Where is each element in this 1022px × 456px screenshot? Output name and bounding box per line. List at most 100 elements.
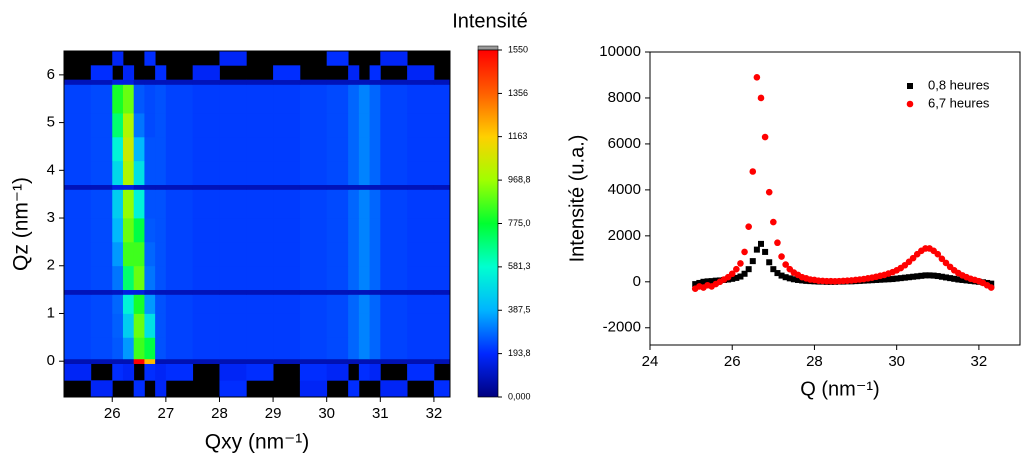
heatmap-cell [326, 160, 349, 186]
x-tick-label: 27 [158, 405, 175, 422]
heatmap-cell [348, 313, 360, 338]
heatmap-cell [273, 241, 301, 267]
heatmap-cell [326, 294, 349, 314]
heatmap-cell [112, 160, 124, 186]
heatmap-cell [369, 358, 381, 364]
heatmap-cell [219, 84, 247, 114]
heatmap-cell [273, 289, 301, 295]
heatmap-cell [165, 289, 194, 295]
x-axis-label: Qxy (nm⁻¹) [205, 431, 309, 454]
heatmap-cell [165, 160, 194, 186]
data-point [737, 273, 744, 280]
x-tick-label: 24 [642, 353, 659, 370]
data-point [926, 272, 933, 279]
heatmap-cell [246, 265, 274, 291]
heatmap-cell [133, 294, 145, 314]
data-point [786, 275, 793, 282]
heatmap-cell [133, 241, 145, 267]
colorbar-tick-label: 1356 [508, 88, 528, 98]
heatmap-cell [348, 113, 360, 138]
heatmap-cell [155, 136, 167, 162]
data-point [774, 239, 781, 247]
heatmap-cell [369, 65, 381, 81]
heatmap-cell [246, 241, 274, 267]
heatmap-cell [380, 265, 408, 291]
heatmap-cell [326, 289, 349, 295]
heatmap-cell [299, 160, 328, 186]
heatmap-cell [433, 113, 451, 138]
heatmap-cell [219, 79, 247, 85]
heatmap-cell [155, 160, 167, 186]
heatmap-cell [122, 363, 135, 381]
heatmap-cell [273, 313, 301, 338]
heatmap-cell [326, 51, 349, 66]
heatmap-cell [64, 265, 92, 291]
data-point [753, 73, 761, 81]
heatmap-cell [155, 189, 167, 219]
heatmap-cell [380, 113, 408, 138]
data-point [758, 240, 764, 247]
heatmap-cell [219, 294, 247, 314]
colorbar-tick-label: 968,8 [508, 174, 531, 184]
heatmap-cell [192, 265, 220, 291]
heatmap-cell [380, 160, 408, 186]
heatmap-cell [380, 184, 408, 190]
heatmap-cell [358, 294, 370, 314]
heatmap-cell [299, 380, 328, 398]
heatmap-cell [246, 218, 274, 243]
heatmap-cell [380, 294, 408, 314]
heatmap-cell [165, 294, 194, 314]
heatmap-cell [326, 218, 349, 243]
heatmap-cell [133, 189, 145, 219]
data-point [757, 94, 765, 102]
heatmap-cell [348, 218, 360, 243]
heatmap-cell [407, 313, 435, 338]
x-tick-label: 26 [104, 405, 121, 422]
heatmap-cell [273, 65, 301, 81]
heatmap-cell [144, 51, 156, 66]
heatmap-cell [144, 136, 156, 162]
heatmap-cell [155, 218, 167, 243]
heatmap-cell [369, 184, 381, 190]
heatmap-cell [144, 265, 156, 291]
heatmap-cell [144, 363, 156, 381]
y-tick-label: 4 [47, 161, 55, 178]
heatmap-cell [369, 313, 381, 338]
heatmap-cell [144, 189, 156, 219]
heatmap-cell [64, 289, 92, 295]
heatmap-cell [122, 241, 135, 267]
data-point [955, 276, 962, 283]
data-point [943, 274, 949, 281]
heatmap-cell [358, 265, 370, 291]
heatmap-cell [407, 337, 435, 360]
y-tick-label: 0 [633, 273, 641, 290]
heatmap-cell [192, 313, 220, 338]
heatmap-cell [299, 265, 328, 291]
heatmap-cell [64, 113, 92, 138]
heatmap-cell [192, 289, 220, 295]
heatmap-cell [133, 289, 145, 295]
heatmap-cell [155, 337, 167, 360]
heatmap-cell [407, 294, 435, 314]
heatmap-cell [192, 113, 220, 138]
heatmap-cell [369, 136, 381, 162]
y-tick-label: 8000 [608, 89, 641, 106]
heatmap-cell [64, 189, 92, 219]
heatmap-cell [144, 79, 156, 85]
heatmap-cell [358, 241, 370, 267]
colorbar-tick-label: 775,0 [508, 218, 531, 228]
heatmap-cell [155, 184, 167, 190]
heatmap-cell [358, 289, 370, 295]
heatmap-cell [122, 113, 135, 138]
heatmap-cell [380, 289, 408, 295]
heatmap-cell [112, 289, 124, 295]
heatmap-cell [369, 265, 381, 291]
heatmap-cell [433, 289, 451, 295]
heatmap-cell [192, 136, 220, 162]
x-tick-label: 32 [971, 353, 988, 370]
y-tick-label: 2000 [608, 227, 641, 244]
heatmap-cell [433, 79, 451, 85]
heatmap-cell [369, 113, 381, 138]
data-point [942, 259, 950, 267]
